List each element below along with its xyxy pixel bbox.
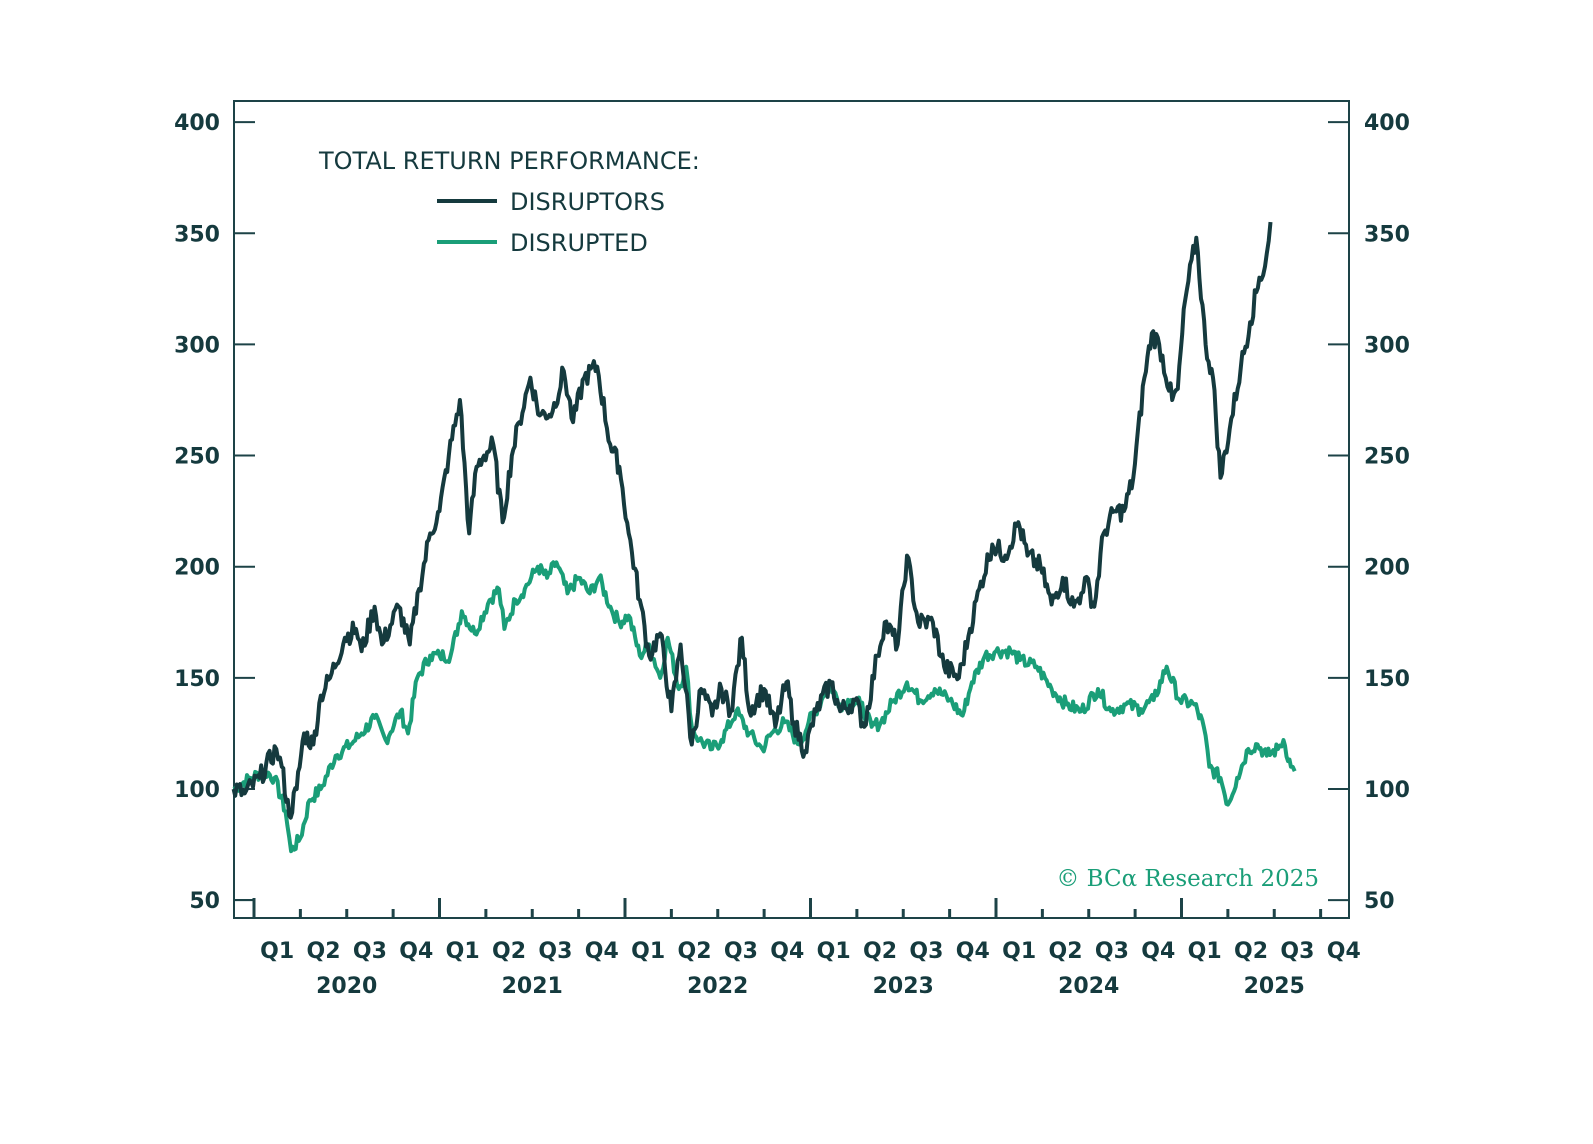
x-quarter-label: Q3 [1280, 939, 1314, 964]
x-year-label: 2023 [873, 974, 934, 999]
x-year-label: 2021 [502, 974, 563, 999]
x-quarter-label: Q3 [909, 939, 943, 964]
x-quarter-label: Q4 [585, 939, 619, 964]
series-line-disruptors [231, 221, 1273, 820]
x-quarter-label: Q1 [631, 939, 665, 964]
x-quarter-label: Q1 [817, 939, 851, 964]
y-tick-label-left: 150 [174, 667, 220, 692]
x-quarter-label: Q1 [1188, 939, 1222, 964]
copyright-annotation: © BCα Research 2025 [1056, 866, 1319, 892]
y-tick-label-right: 100 [1364, 778, 1410, 803]
x-quarter-label: Q2 [492, 939, 526, 964]
y-tick-label-left: 300 [174, 333, 220, 358]
x-year-label: 2025 [1244, 974, 1305, 999]
y-tick-label-right: 400 [1364, 111, 1410, 136]
x-quarter-label: Q2 [678, 939, 712, 964]
x-year-label: 2024 [1058, 974, 1119, 999]
x-quarter-label: Q4 [399, 939, 433, 964]
y-tick-label-right: 150 [1364, 667, 1410, 692]
x-quarter-label: Q1 [260, 939, 294, 964]
x-quarter-label: Q3 [538, 939, 572, 964]
x-quarter-label: Q3 [724, 939, 758, 964]
x-quarter-label: Q2 [1234, 939, 1268, 964]
y-tick-label-right: 250 [1364, 445, 1410, 470]
y-tick-label-right: 200 [1364, 556, 1410, 581]
legend-label-disruptors: DISRUPTORS [510, 188, 665, 216]
x-quarter-label: Q3 [353, 939, 387, 964]
x-quarter-label: Q2 [863, 939, 897, 964]
legend: TOTAL RETURN PERFORMANCE: DISRUPTORS DIS… [318, 147, 700, 257]
y-tick-label-left: 350 [174, 222, 220, 247]
x-year-label: 2022 [687, 974, 748, 999]
x-quarter-label: Q4 [956, 939, 990, 964]
x-quarter-label: Q4 [770, 939, 804, 964]
x-quarter-label: Q3 [1095, 939, 1129, 964]
series-line-disrupted [232, 560, 1297, 854]
y-tick-label-left: 50 [189, 889, 220, 914]
y-tick-label-right: 50 [1364, 889, 1395, 914]
y-tick-label-left: 100 [174, 778, 220, 803]
y-tick-label-left: 400 [174, 111, 220, 136]
x-quarter-label: Q4 [1141, 939, 1175, 964]
y-tick-label-right: 300 [1364, 333, 1410, 358]
legend-title: TOTAL RETURN PERFORMANCE: [318, 147, 700, 175]
y-tick-label-left: 200 [174, 556, 220, 581]
y-tick-label-left: 250 [174, 445, 220, 470]
x-quarter-label: Q2 [1049, 939, 1083, 964]
x-quarter-label: Q4 [1327, 939, 1361, 964]
legend-label-disrupted: DISRUPTED [510, 229, 648, 257]
plot-frame [233, 100, 1350, 919]
x-year-label: 2020 [316, 974, 377, 999]
x-quarter-label: Q2 [307, 939, 341, 964]
x-quarter-label: Q1 [446, 939, 480, 964]
x-quarter-label: Q1 [1002, 939, 1036, 964]
y-tick-label-right: 350 [1364, 222, 1410, 247]
